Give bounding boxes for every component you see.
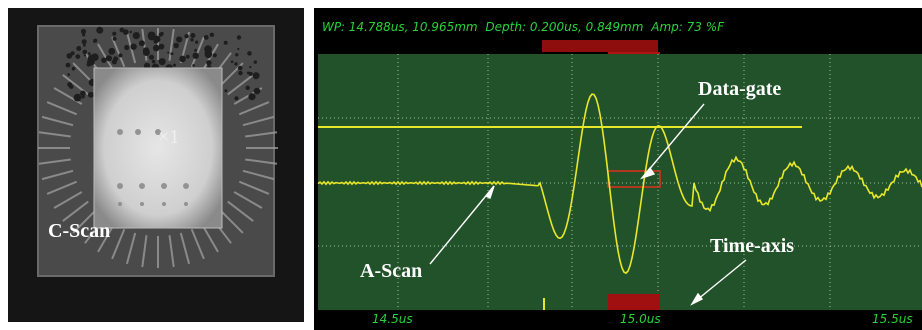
bottom-gate-marker xyxy=(608,294,660,310)
ascan-plot[interactable] xyxy=(314,8,922,330)
cscan-image: C-Scan ×1 xyxy=(8,8,304,322)
top-gate-marker-bar xyxy=(542,40,658,52)
time-axis-label-end: 15.5us xyxy=(872,312,913,326)
depth-readout: Depth: 0.200us, 0.849mm xyxy=(485,20,644,34)
ascan-scope-panel: WP: 14.788us, 10.965mm Depth: 0.200us, 0… xyxy=(314,8,922,330)
cscan-label: C-Scan xyxy=(48,220,111,242)
wp-readout: WP: 14.788us, 10.965mm xyxy=(322,20,478,34)
ascan-signal-trace xyxy=(317,93,922,275)
plot-area xyxy=(318,54,922,310)
amp-readout: Amp: 73 %F xyxy=(651,20,724,34)
time-axis-label-start: 14.5us xyxy=(372,312,413,326)
time-axis-label-mid: 15.0us xyxy=(620,312,661,326)
annotation-data-gate: Data-gate xyxy=(698,78,782,100)
scope-status-line: WP: 14.788us, 10.965mm Depth: 0.200us, 0… xyxy=(322,20,728,34)
annotation-time-axis: Time-axis xyxy=(710,235,795,257)
position-marker-label: ×1 xyxy=(158,126,180,148)
ascan-arrow xyxy=(429,185,495,265)
annotation-ascan: A-Scan xyxy=(360,260,423,282)
data-gate-arrow xyxy=(641,103,705,179)
cscan-chip-image xyxy=(37,25,278,277)
